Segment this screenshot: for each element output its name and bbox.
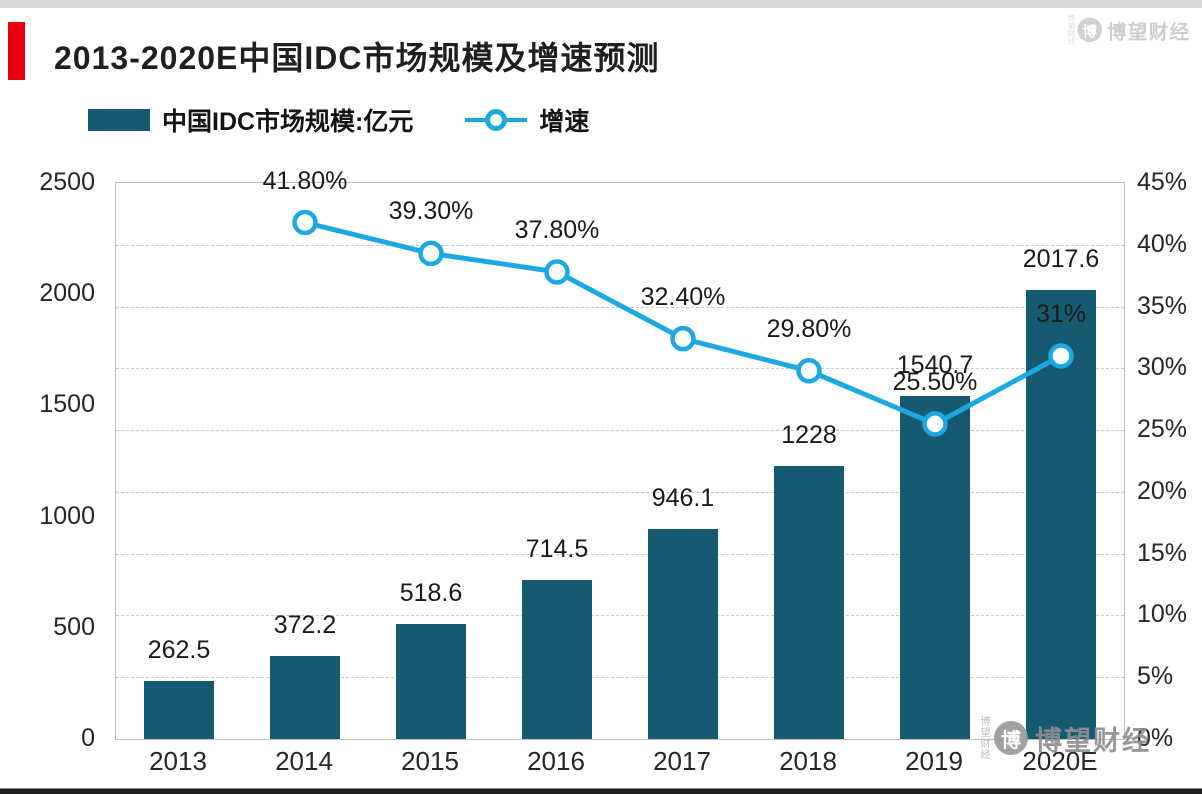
legend-bar-swatch xyxy=(88,109,150,131)
right-axis-tick: 25% xyxy=(1137,415,1188,444)
growth-value-label: 29.80% xyxy=(766,314,852,343)
line-marker-icon xyxy=(1048,343,1074,369)
bar-value-label: 518.6 xyxy=(399,578,463,607)
legend-line-marker-icon xyxy=(485,109,508,131)
watermark-logo-icon: 博 xyxy=(1077,17,1102,43)
legend: 中国IDC市场规模:亿元 增速 xyxy=(88,104,589,136)
plot-area: 262.5 372.2 518.6 714.5 946.1 1228 1540.7 2017.… xyxy=(115,168,1125,740)
bar-value-label: 1228 xyxy=(781,420,837,449)
left-axis-tick: 2000 xyxy=(39,279,95,308)
watermark-brand-text: 博望财经 xyxy=(1107,20,1191,43)
watermark-logo-icon: 博 xyxy=(994,721,1028,755)
line-marker-icon xyxy=(418,240,444,267)
watermark-vertical-text: 博望财经 xyxy=(1066,14,1074,46)
growth-value-label: 32.40% xyxy=(640,282,726,311)
growth-line xyxy=(292,209,1074,437)
left-axis-tick: 500 xyxy=(53,612,95,641)
watermark-top: 博望财经 博 博望财经 xyxy=(1066,14,1191,46)
title-accent-bar xyxy=(8,22,25,80)
x-axis-label: 2019 xyxy=(905,746,963,776)
line-marker-icon xyxy=(292,209,318,236)
bar-2013 xyxy=(144,680,214,739)
bar-value-label: 372.2 xyxy=(273,611,337,640)
watermark-vertical-text: 博望财经 xyxy=(978,716,989,760)
left-axis-tick: 0 xyxy=(81,724,95,752)
bar-2019 xyxy=(900,396,970,739)
x-axis: 2013 2014 2015 2016 2017 2018 2019 2020E xyxy=(115,746,1125,780)
bar-2016 xyxy=(522,580,592,739)
gridline xyxy=(116,677,1124,679)
legend-bar-label: 中国IDC市场规模:亿元 xyxy=(162,108,414,136)
bar-2014 xyxy=(270,656,340,739)
bar-value-label: 714.5 xyxy=(525,535,589,564)
watermark-brand-text: 博望财经 xyxy=(1035,725,1151,756)
chart-title: 2013-2020E中国IDC市场规模及增速预测 xyxy=(54,40,660,76)
gridline xyxy=(116,615,1124,617)
x-axis-label: 2016 xyxy=(527,746,585,776)
left-axis: 0 500 1000 1500 2000 2500 xyxy=(0,168,105,752)
x-axis-label: 2020E xyxy=(1022,746,1098,776)
gridline xyxy=(116,553,1124,555)
legend-line-symbol xyxy=(465,108,528,132)
right-axis-tick: 30% xyxy=(1137,353,1188,382)
x-axis-label: 2013 xyxy=(149,746,207,776)
x-axis-label: 2018 xyxy=(779,746,837,776)
right-axis-tick: 5% xyxy=(1137,662,1174,691)
left-axis-tick: 2500 xyxy=(39,168,95,196)
x-axis-label: 2015 xyxy=(401,746,459,776)
growth-value-label: 39.30% xyxy=(388,197,474,226)
line-marker-icon xyxy=(922,411,948,437)
growth-value-label: 41.80% xyxy=(262,166,348,195)
bar-value-label: 1540.7 xyxy=(896,351,974,380)
gridline xyxy=(116,491,1124,493)
right-axis-tick: 0% xyxy=(1137,724,1174,752)
bar-2017 xyxy=(648,528,718,739)
right-axis: 0% 5% 10% 15% 20% 25% 30% 35% 40% 45% xyxy=(1127,168,1202,752)
legend-line-label: 增速 xyxy=(539,108,590,136)
bar-value-label: 262.5 xyxy=(147,635,211,664)
right-axis-tick: 45% xyxy=(1137,168,1188,196)
x-axis-label: 2017 xyxy=(653,746,711,776)
gridline xyxy=(116,244,1124,246)
line-marker-icon xyxy=(670,325,696,352)
gridline xyxy=(116,368,1124,370)
bar-value-label: 946.1 xyxy=(651,483,715,512)
right-axis-tick: 40% xyxy=(1137,229,1188,258)
growth-value-label: 37.80% xyxy=(514,215,600,244)
watermark-bottom: 博望财经 博 博望财经 xyxy=(978,716,1151,760)
growth-value-label: 31% xyxy=(1035,299,1087,328)
line-marker-icon xyxy=(544,259,570,285)
right-axis-tick: 10% xyxy=(1137,600,1188,629)
bar-2015 xyxy=(396,623,466,739)
gridline xyxy=(116,430,1124,432)
right-axis-tick: 15% xyxy=(1137,538,1188,567)
top-edge-strip xyxy=(0,0,1202,8)
left-axis-tick: 1000 xyxy=(39,501,95,530)
left-axis-tick: 1500 xyxy=(39,390,95,419)
right-axis-tick: 35% xyxy=(1137,291,1188,320)
right-axis-tick: 20% xyxy=(1137,476,1188,505)
growth-value-label: 25.50% xyxy=(892,367,978,396)
bar-value-label: 2017.6 xyxy=(1022,245,1100,274)
bar-2018 xyxy=(774,465,844,739)
x-axis-label: 2014 xyxy=(275,746,333,776)
bottom-edge-bar xyxy=(0,788,1202,794)
line-marker-icon xyxy=(796,358,822,384)
